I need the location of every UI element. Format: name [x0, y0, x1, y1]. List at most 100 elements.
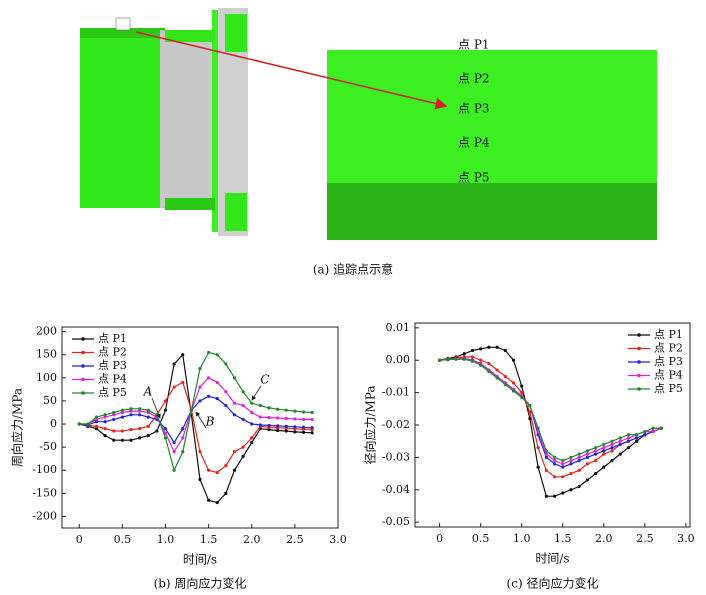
- point: [495, 368, 499, 372]
- point: [120, 429, 124, 433]
- annotation: A: [143, 385, 153, 399]
- point: [138, 407, 142, 411]
- pointer-arrow: [135, 31, 448, 110]
- y-axis-label: 径向应力/MPa: [363, 385, 378, 464]
- y-tick-label: 100: [36, 371, 57, 384]
- pipe-body: [80, 28, 165, 208]
- point: [112, 429, 116, 433]
- plot-frame: [61, 326, 339, 529]
- flange: [212, 10, 222, 232]
- point: [643, 429, 647, 434]
- legend-label: 点 P3: [654, 355, 683, 368]
- point: [569, 455, 573, 459]
- legend-label: 点 P5: [98, 386, 127, 399]
- point: [569, 459, 573, 463]
- point: [585, 478, 589, 482]
- annotation-arrow: [195, 411, 207, 429]
- point: [470, 355, 475, 359]
- point: [552, 494, 557, 498]
- legend-label: 点 P1: [98, 332, 127, 345]
- point: [585, 455, 589, 459]
- point: [241, 454, 245, 458]
- point: [626, 436, 631, 440]
- point: [224, 390, 228, 394]
- x-axis-label: 时间/s: [535, 552, 569, 566]
- y-tick-label: 50: [43, 394, 57, 407]
- point: [487, 361, 491, 366]
- point: [155, 429, 159, 433]
- point: [94, 427, 99, 431]
- point: [528, 403, 532, 408]
- caption: (b) 周向应力变化: [154, 576, 247, 591]
- point: [172, 362, 176, 366]
- point: [120, 438, 124, 442]
- series-line: [439, 358, 662, 465]
- point: [593, 446, 598, 450]
- point: [585, 449, 589, 453]
- point: [224, 403, 228, 408]
- legend-marker: [637, 360, 641, 364]
- y-tick-label: -0.03: [382, 450, 410, 463]
- point: [129, 427, 133, 432]
- y-tick-label: -0.04: [382, 483, 410, 496]
- point: [215, 470, 219, 475]
- point: [103, 420, 107, 424]
- point: [129, 438, 133, 442]
- point: [146, 424, 150, 428]
- point: [626, 446, 631, 450]
- point: [544, 455, 548, 459]
- point: [552, 459, 557, 463]
- point: [241, 403, 245, 408]
- y-axis-label: 周向应力/MPa: [10, 388, 25, 467]
- point: [146, 410, 150, 415]
- point: [536, 426, 540, 430]
- legend-marker: [637, 387, 641, 391]
- point: [495, 345, 499, 349]
- y-tick-label: -100: [32, 463, 57, 476]
- legend-marker: [81, 377, 85, 382]
- point-label: 点 P3: [458, 102, 490, 116]
- point: [577, 484, 581, 489]
- point: [569, 471, 573, 476]
- series-line: [79, 351, 313, 472]
- y-tick-label: 0.01: [386, 321, 411, 334]
- point: [610, 459, 614, 463]
- point: [207, 376, 211, 380]
- point: [438, 358, 442, 362]
- point: [163, 399, 168, 403]
- point: [241, 417, 245, 422]
- point: [618, 452, 622, 456]
- point: [232, 468, 237, 472]
- point: [181, 450, 185, 454]
- point: [120, 415, 124, 419]
- point: [610, 442, 614, 447]
- x-tick-label: 0.5: [114, 533, 132, 546]
- point: [241, 390, 245, 394]
- point: [138, 436, 142, 440]
- annotation: C: [260, 373, 269, 387]
- point: [310, 431, 314, 435]
- point: [129, 407, 133, 411]
- point: [293, 417, 297, 421]
- point: [198, 450, 202, 454]
- point: [610, 449, 614, 453]
- point: [462, 357, 466, 361]
- x-tick-label: 2.0: [243, 533, 261, 546]
- caption: (c) 径向应力变化: [507, 576, 599, 591]
- point: [577, 468, 581, 472]
- point: [310, 426, 314, 430]
- point: [610, 439, 614, 443]
- point: [593, 459, 598, 463]
- zoom-view: [327, 50, 657, 185]
- y-tick-label: -0.01: [382, 386, 410, 399]
- point: [172, 450, 176, 454]
- point: [224, 362, 228, 366]
- point: [602, 452, 606, 456]
- zoom-view-dark: [327, 183, 657, 240]
- point: [215, 397, 219, 401]
- point: [129, 413, 133, 417]
- point: [198, 366, 202, 371]
- x-tick-label: 0: [76, 533, 83, 546]
- point: [103, 427, 107, 431]
- point: [536, 465, 540, 469]
